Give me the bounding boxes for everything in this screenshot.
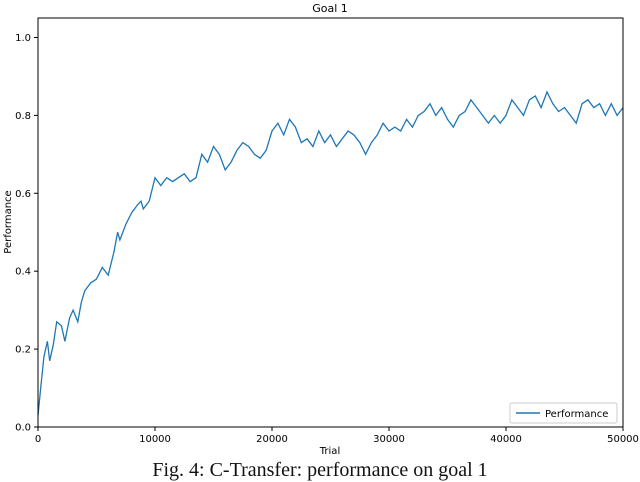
x-axis-label: Trial <box>319 446 340 457</box>
series-line-performance <box>37 90 624 416</box>
y-tick-label: 0.6 <box>15 189 31 200</box>
x-tick-label: 40000 <box>490 434 522 445</box>
legend: Performance <box>509 402 618 424</box>
chart-figure: Goal 1 0.0 0.2 0.4 0.6 0.8 1.0 0 10000 20000 300… <box>3 2 639 457</box>
chart-title: Goal 1 <box>312 2 348 15</box>
y-tick-label: 0.0 <box>15 423 31 434</box>
y-tick-label: 0.2 <box>15 345 31 356</box>
figure-caption: Fig. 4: C-Transfer: performance on goal … <box>152 459 488 481</box>
y-axis: 0.0 0.2 0.4 0.6 0.8 1.0 <box>15 33 38 434</box>
x-tick-label: 0 <box>35 434 41 445</box>
legend-label-performance: Performance <box>545 409 608 420</box>
y-axis-label: Performance <box>3 190 14 253</box>
x-tick-label: 10000 <box>139 434 171 445</box>
y-tick-label: 1.0 <box>15 33 31 44</box>
x-tick-label: 20000 <box>256 434 288 445</box>
plot-frame <box>37 17 624 428</box>
legend-box <box>509 402 618 424</box>
x-tick-label: 50000 <box>607 434 639 445</box>
y-tick-label: 0.8 <box>15 111 31 122</box>
y-tick-label: 0.4 <box>15 267 31 278</box>
x-tick-label: 30000 <box>373 434 405 445</box>
x-axis: 0 10000 20000 30000 40000 50000 <box>35 427 639 445</box>
